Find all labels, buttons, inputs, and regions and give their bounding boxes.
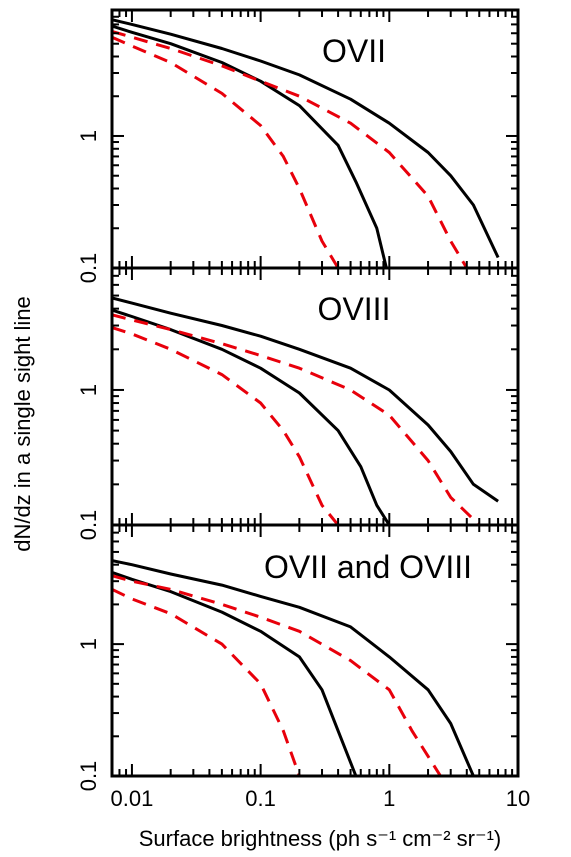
solid-black-series-line xyxy=(112,570,358,776)
chart-panel: 0.1 1 OVIII xyxy=(76,266,520,541)
y-axis-title: dN/dz in a single sight line xyxy=(10,296,35,552)
chart-panel: 0.1 1 OVII xyxy=(76,8,520,284)
x-tick-label: 1 xyxy=(383,786,395,811)
dashed-red-series-line xyxy=(112,313,481,525)
dashed-red-series-line xyxy=(112,29,469,268)
y-tick-label: 1 xyxy=(76,130,101,142)
y-tick-label: 0.1 xyxy=(76,761,101,792)
x-tick-label: 10 xyxy=(506,786,530,811)
y-tick-label: 0.1 xyxy=(76,253,101,284)
solid-black-series-line xyxy=(112,296,499,503)
solid-black-series-line xyxy=(112,18,500,259)
solid-black-series-line xyxy=(112,308,391,525)
y-tick-label: 1 xyxy=(76,384,101,396)
x-axis-title: Surface brightness (ph s⁻¹ cm⁻² sr⁻¹) xyxy=(139,826,501,851)
dashed-red-series-line xyxy=(112,326,340,525)
dashed-red-series-line xyxy=(112,35,340,268)
x-tick-label: 0.1 xyxy=(245,786,276,811)
y-tick-label: 1 xyxy=(76,638,101,650)
solid-black-series-line xyxy=(112,559,475,776)
panel-title: OVIII xyxy=(318,291,391,327)
panel-frame xyxy=(110,266,520,527)
panel-title: OVII and OVIII xyxy=(264,549,472,585)
solid-black-series-line xyxy=(112,24,388,268)
chart-panel: 0.1 1 OVII and OVIII 0.01 0.1 1 10 xyxy=(76,523,530,811)
dashed-red-series-line xyxy=(112,574,442,776)
panel-title: OVII xyxy=(322,33,386,69)
y-tick-label: 0.1 xyxy=(76,510,101,541)
dashed-red-series-line xyxy=(112,588,301,776)
x-tick-label: 0.01 xyxy=(110,786,153,811)
panel-frame xyxy=(110,8,520,270)
